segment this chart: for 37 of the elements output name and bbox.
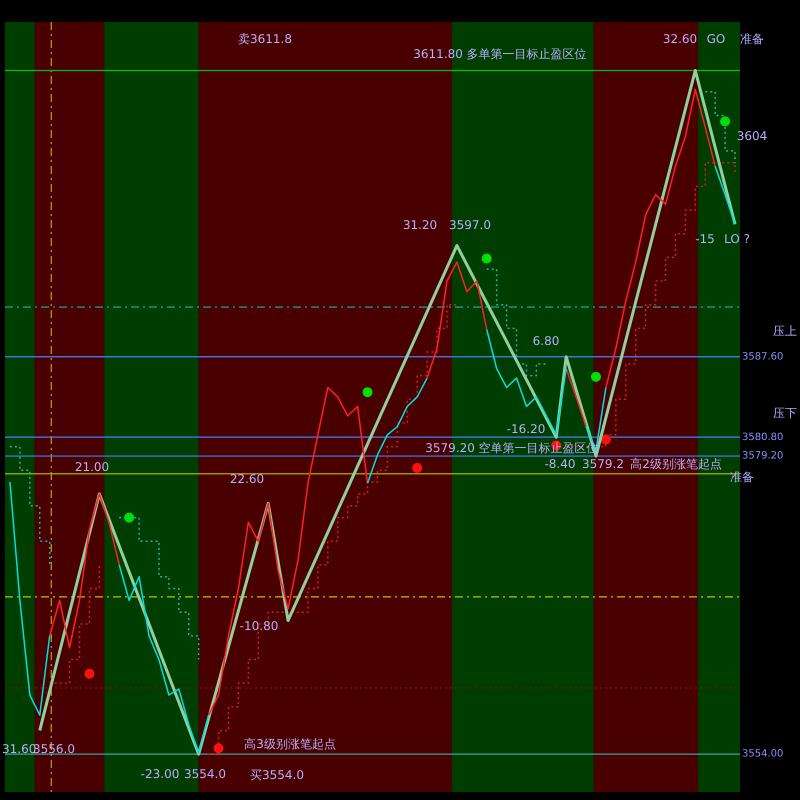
point <box>124 512 134 523</box>
y-tick-label: 3579.20 <box>742 450 784 462</box>
point <box>214 743 224 754</box>
annotation: 卖3611.8 <box>238 32 292 46</box>
annotation: 3554.0 <box>184 767 226 782</box>
y-tick-label: 3580.80 <box>742 432 784 443</box>
annotation: GO <box>706 32 726 46</box>
text: 压下 <box>773 406 797 420</box>
annotation: 3604 <box>736 129 768 144</box>
annotation: 准备 <box>740 32 764 46</box>
annotation: -8.40 <box>544 457 576 472</box>
annotation: 32.60 <box>662 32 698 46</box>
annotation: 3579.2 <box>582 457 624 472</box>
point <box>412 462 422 473</box>
y-tick-label: 3554.00 <box>742 748 784 760</box>
annotation: 准备 <box>730 470 754 484</box>
point <box>362 387 373 398</box>
annotation: -10.80 <box>240 619 278 634</box>
text: 压上 <box>773 324 797 338</box>
point <box>720 116 730 126</box>
annotation: 高3级别涨笔起点 <box>244 737 336 752</box>
point <box>590 372 601 382</box>
annotation: LO ? <box>724 232 750 246</box>
annotation: 21.00 <box>74 460 110 474</box>
annotation: -15 <box>695 232 715 246</box>
annotation: 3611.80 多单第一目标止盈区位 <box>413 47 587 62</box>
annotation: 买3554.0 <box>250 768 304 782</box>
annotation: 6.80 <box>532 334 560 348</box>
annotation: 31.20 <box>402 218 438 232</box>
annotation: -16.20 <box>506 422 546 436</box>
point <box>84 668 94 679</box>
point <box>482 254 492 264</box>
annotation: -23.00 <box>140 767 180 782</box>
y-tick-label: 3587.60 <box>742 351 784 362</box>
annotation: 高2级别涨笔起点 <box>630 457 722 472</box>
annotation: 3597.0 <box>449 218 491 232</box>
annotation: 22.60 <box>230 472 264 486</box>
